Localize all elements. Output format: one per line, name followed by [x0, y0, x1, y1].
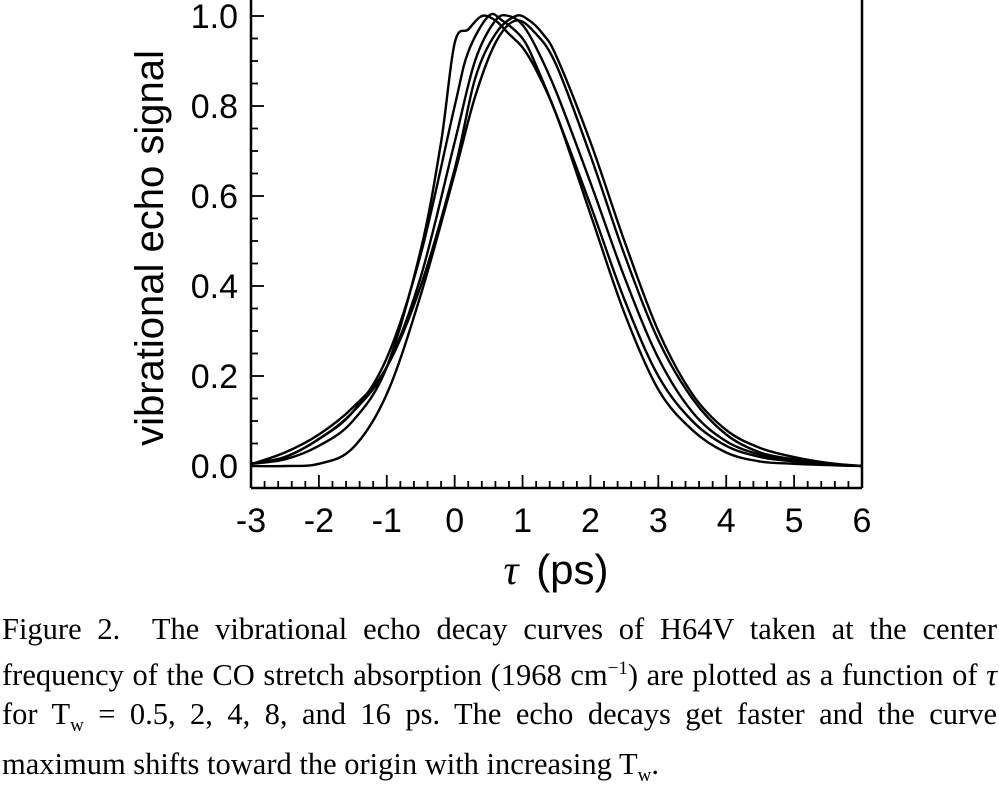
y-tick-label: 0.4	[191, 268, 238, 306]
caption-text-2: ) are plotted as a function of	[627, 658, 987, 693]
x-tick-label: 6	[853, 502, 872, 540]
figure-caption: Figure 2. The vibrational echo decay cur…	[2, 610, 997, 795]
y-axis-label: vibrational echo signal	[128, 50, 172, 446]
caption-text-1: The vibrational echo decay curves of H64…	[2, 612, 997, 693]
x-tick-label: 0	[445, 502, 464, 540]
chart-curves	[250, 12, 863, 468]
chart-tick-labels: -3 -2 -1 0 1 2 3 4 5 6 0.0 0.2 0.4 0.6 0.8 1.0	[191, 0, 872, 540]
x-tick-label: 3	[649, 502, 668, 540]
chart-axes	[249, 0, 864, 490]
x-tick-label: 2	[581, 502, 600, 540]
y-tick-label: 1.0	[191, 0, 238, 36]
x-tick-label: 5	[785, 502, 804, 540]
y-tick-label: 0.8	[191, 88, 238, 126]
echo-decay-chart: -3 -2 -1 0 1 2 3 4 5 6 0.0 0.2 0.4 0.6 0.8 1.0 vibratio…	[128, 0, 872, 594]
caption-tau: τ	[986, 658, 997, 693]
echo-curve-5	[250, 19, 863, 468]
x-axis-label-symbol: τ	[503, 548, 520, 594]
x-axis-label-unit: (ps)	[536, 546, 608, 593]
x-tick-label: -2	[304, 502, 334, 540]
y-tick-label: 0.2	[191, 358, 238, 396]
echo-curve-4	[250, 14, 863, 468]
x-tick-label: -1	[372, 502, 402, 540]
x-tick-label: 1	[513, 502, 532, 540]
y-tick-label: 0.6	[191, 178, 238, 216]
caption-subscript-w-2: w	[637, 765, 652, 787]
echo-curve-2	[250, 12, 863, 468]
x-tick-label: -3	[236, 502, 266, 540]
echo-curve-3	[250, 13, 863, 468]
chart-ticks	[250, 15, 863, 488]
caption-text-3: for T	[2, 697, 71, 732]
caption-text-4: = 0.5, 2, 4, 8, and 16 ps. The echo deca…	[2, 697, 997, 782]
x-tick-label: 4	[717, 502, 736, 540]
echo-curve-1	[250, 14, 863, 468]
caption-text-5: .	[651, 747, 659, 782]
caption-superscript: −1	[607, 658, 628, 679]
caption-subscript-w: w	[70, 715, 84, 737]
caption-label: Figure 2.	[2, 612, 121, 646]
x-axis-label: τ (ps)	[503, 546, 608, 594]
y-tick-label: 0.0	[191, 448, 238, 486]
